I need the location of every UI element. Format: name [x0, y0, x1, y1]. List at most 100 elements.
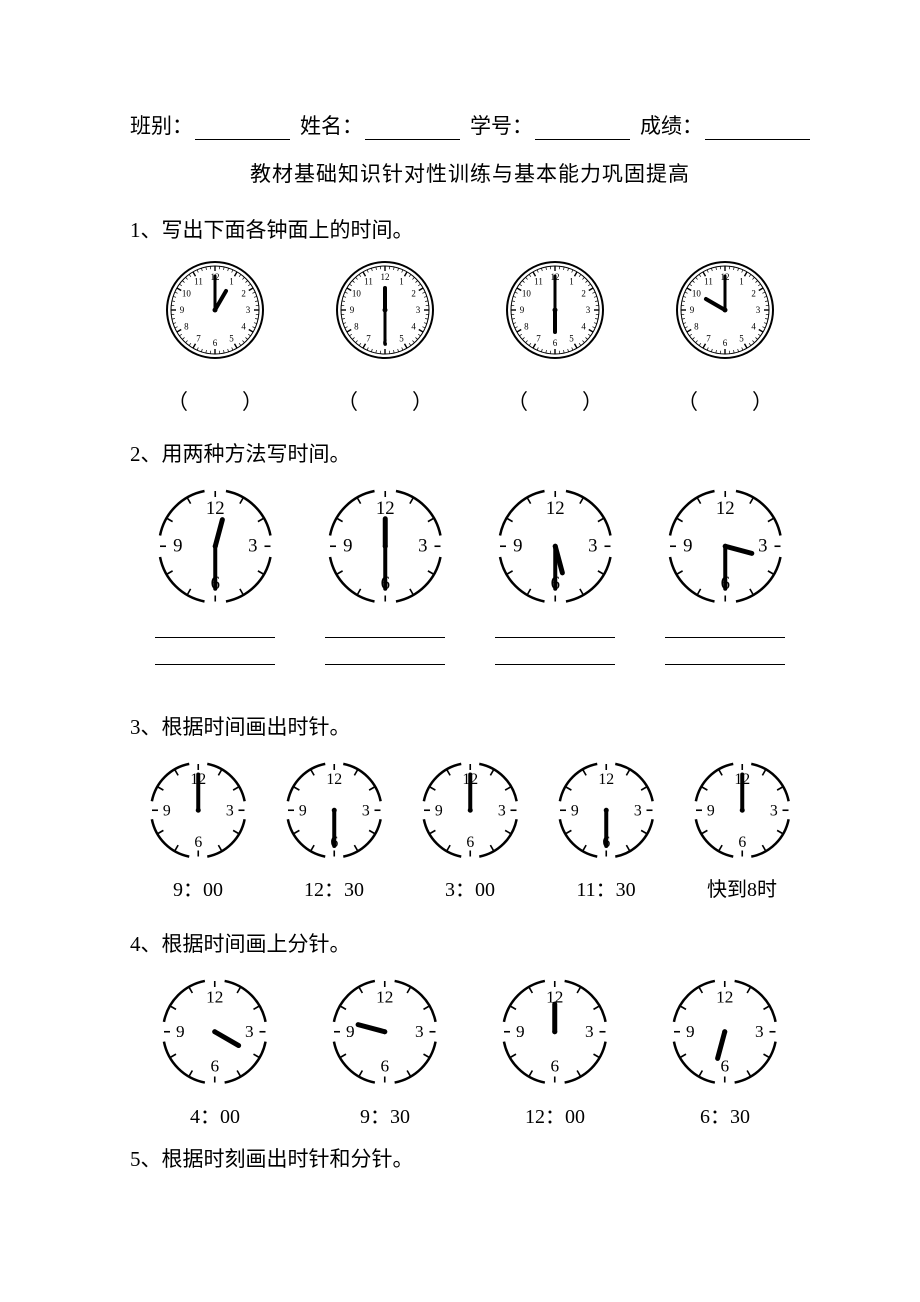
svg-text:9: 9	[343, 535, 352, 556]
svg-text:3: 3	[416, 305, 421, 315]
q2-clock-2: 36912	[300, 482, 470, 681]
svg-text:3: 3	[756, 305, 761, 315]
q3-caption-2: 12：30	[266, 873, 402, 902]
svg-text:10: 10	[522, 289, 532, 299]
q5-text: 5、根据时刻画出时针和分针。	[130, 1143, 810, 1173]
svg-text:1: 1	[569, 276, 574, 286]
subtitle: 教材基础知识针对性训练与基本能力巩固提高	[130, 158, 810, 188]
svg-text:12: 12	[326, 770, 342, 787]
svg-text:3: 3	[418, 535, 427, 556]
label-name: 姓名：	[300, 110, 363, 140]
svg-text:9: 9	[346, 1022, 355, 1041]
svg-text:2: 2	[751, 289, 756, 299]
label-id: 学号：	[470, 110, 533, 140]
q1-clock-3: 121234567891011（）	[470, 258, 640, 416]
blank-score[interactable]	[705, 117, 810, 140]
svg-text:12: 12	[546, 498, 565, 519]
q2-answer-lines-1[interactable]	[155, 627, 275, 665]
svg-text:3: 3	[755, 1022, 764, 1041]
svg-text:9: 9	[299, 802, 307, 819]
svg-text:3: 3	[248, 535, 257, 556]
q1-answer-blank-2[interactable]: （）	[300, 386, 470, 416]
q3-clock-1: 369129：00	[130, 755, 266, 903]
svg-text:9: 9	[683, 535, 692, 556]
svg-text:6: 6	[466, 833, 474, 850]
q4-clock-4: 369126：30	[640, 972, 810, 1129]
svg-text:9: 9	[176, 1022, 185, 1041]
svg-text:11: 11	[534, 276, 543, 286]
q4-caption-1: 4：00	[130, 1100, 300, 1129]
svg-text:3: 3	[245, 1022, 254, 1041]
q4-clock-1: 369124：00	[130, 972, 300, 1129]
q2-clock-4: 36912	[640, 482, 810, 681]
svg-text:9: 9	[350, 305, 355, 315]
svg-text:12: 12	[376, 498, 395, 519]
svg-text:9: 9	[180, 305, 185, 315]
svg-text:2: 2	[241, 289, 246, 299]
q4-clock-row: 369124：00369129：303691212：00369126：30	[130, 972, 810, 1129]
svg-text:6: 6	[553, 338, 558, 348]
svg-text:2: 2	[581, 289, 586, 299]
svg-text:8: 8	[524, 322, 529, 332]
svg-text:9: 9	[520, 305, 525, 315]
field-id: 学号：	[470, 110, 640, 140]
q3-caption-1: 9：00	[130, 873, 266, 902]
svg-text:4: 4	[411, 322, 416, 332]
svg-text:8: 8	[354, 322, 359, 332]
q1-clock-1: 121234567891011（）	[130, 258, 300, 416]
label-class: 班别：	[130, 110, 193, 140]
svg-text:9: 9	[163, 802, 171, 819]
svg-text:7: 7	[196, 334, 201, 344]
q4-caption-3: 12：00	[470, 1100, 640, 1129]
svg-text:3: 3	[588, 535, 597, 556]
svg-text:10: 10	[352, 289, 362, 299]
q1-text: 1、写出下面各钟面上的时间。	[130, 214, 810, 244]
q3-clock-5: 36912快到8时	[674, 755, 810, 903]
q3-clock-3: 369123：00	[402, 755, 538, 903]
q2-answer-lines-2[interactable]	[325, 627, 445, 665]
svg-text:12: 12	[206, 498, 225, 519]
svg-text:1: 1	[739, 276, 744, 286]
svg-text:11: 11	[704, 276, 713, 286]
svg-text:12: 12	[716, 498, 735, 519]
blank-id[interactable]	[535, 117, 630, 140]
field-name: 姓名：	[300, 110, 470, 140]
q2-answer-lines-3[interactable]	[495, 627, 615, 665]
blank-name[interactable]	[365, 117, 460, 140]
q3-clock-2: 3691212：30	[266, 755, 402, 903]
svg-text:3: 3	[634, 802, 642, 819]
svg-text:6: 6	[211, 1056, 220, 1075]
q2-text: 2、用两种方法写时间。	[130, 438, 810, 468]
q2-clock-3: 36912	[470, 482, 640, 681]
q4-clock-3: 3691212：00	[470, 972, 640, 1129]
q3-caption-4: 11：30	[538, 873, 674, 902]
header-fields: 班别： 姓名： 学号： 成绩：	[130, 110, 810, 140]
q1-answer-blank-3[interactable]: （）	[470, 386, 640, 416]
blank-class[interactable]	[195, 117, 290, 140]
q1-clock-4: 121234567891011（）	[640, 258, 810, 416]
svg-text:7: 7	[536, 334, 541, 344]
svg-text:3: 3	[585, 1022, 594, 1041]
svg-text:6: 6	[723, 338, 728, 348]
q2-clock-row: 36912369123691236912	[130, 482, 810, 681]
svg-text:6: 6	[738, 833, 746, 850]
svg-text:3: 3	[586, 305, 591, 315]
svg-text:11: 11	[194, 276, 203, 286]
svg-text:11: 11	[364, 276, 373, 286]
svg-text:6: 6	[381, 1056, 390, 1075]
q4-caption-4: 6：30	[640, 1100, 810, 1129]
label-score: 成绩：	[640, 110, 703, 140]
svg-text:9: 9	[173, 535, 182, 556]
svg-text:12: 12	[716, 987, 733, 1006]
svg-text:9: 9	[435, 802, 443, 819]
q1-answer-blank-1[interactable]: （）	[130, 386, 300, 416]
q3-caption-5: 快到8时	[674, 873, 810, 902]
svg-text:3: 3	[246, 305, 251, 315]
svg-text:4: 4	[241, 322, 246, 332]
svg-text:5: 5	[229, 334, 234, 344]
svg-text:9: 9	[686, 1022, 695, 1041]
q1-answer-blank-4[interactable]: （）	[640, 386, 810, 416]
svg-text:9: 9	[513, 535, 522, 556]
svg-text:10: 10	[182, 289, 192, 299]
q2-answer-lines-4[interactable]	[665, 627, 785, 665]
